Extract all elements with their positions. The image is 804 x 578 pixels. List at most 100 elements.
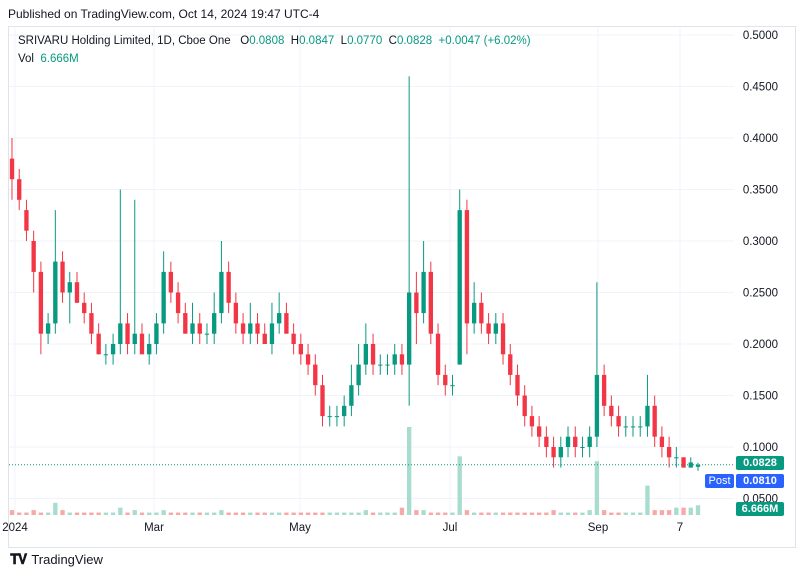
candle-body — [291, 333, 296, 344]
x-tick-label: Sep — [588, 522, 608, 534]
volume-bar — [515, 512, 520, 515]
volume-bars — [9, 427, 701, 515]
volume-bar — [175, 512, 181, 515]
ohlc-legend: SRIVARU Holding Limited, 1D, Cboe One O0… — [18, 35, 531, 47]
candle-body — [493, 323, 498, 334]
x-tick-label: Jul — [443, 522, 458, 534]
volume-bar — [688, 507, 693, 515]
volume-bar — [161, 510, 166, 515]
candle-body — [305, 354, 311, 365]
candle-body — [659, 436, 665, 447]
volume-bar — [291, 512, 296, 515]
candle-body — [479, 302, 484, 324]
volume-bar — [212, 512, 217, 515]
candle-body — [378, 364, 383, 366]
volume-bar — [486, 512, 491, 515]
candle-body — [284, 313, 289, 334]
change-value: +0.0047 (+6.02%) — [438, 35, 531, 47]
volume-bar — [31, 510, 36, 515]
volume-bar — [197, 512, 202, 515]
candle-body — [147, 344, 152, 355]
y-tick-label: 0.2500 — [743, 288, 778, 300]
candle-body — [240, 323, 246, 334]
volume-legend: Vol 6.666M — [18, 53, 79, 65]
brand-name: TradingView — [31, 552, 103, 567]
candle-body — [522, 395, 527, 417]
candle-body — [363, 344, 368, 365]
volume-bar — [479, 512, 484, 515]
candle-body — [580, 447, 585, 448]
volume-bar — [500, 512, 506, 515]
volume-bar — [659, 510, 665, 515]
volume-bar — [471, 512, 477, 515]
candle-body — [38, 271, 44, 334]
x-tick-label: 7 — [677, 522, 683, 534]
vol-value: 6.666M — [40, 53, 79, 65]
open-label: O — [240, 35, 250, 47]
candle-body — [565, 436, 571, 447]
candle-body — [53, 261, 58, 324]
volume-bar — [298, 512, 304, 515]
vol-label: Vol — [18, 53, 34, 65]
candle-body — [212, 313, 217, 334]
candle-body — [551, 447, 556, 458]
candle-body — [674, 457, 679, 459]
candle-body — [623, 426, 628, 428]
candle-body — [183, 313, 188, 334]
volume-bar — [147, 512, 152, 515]
footer-brand[interactable]: 𝐓𝐕 TradingView — [10, 551, 103, 568]
volume-bar — [399, 507, 405, 515]
post-price-badge: 0.0810 — [736, 474, 784, 488]
candle-body — [609, 405, 614, 417]
volume-bar — [132, 510, 137, 515]
volume-bar — [565, 512, 571, 515]
volume-bar — [457, 456, 462, 515]
candle-body — [638, 426, 643, 428]
volume-bar — [183, 512, 188, 515]
volume-bar — [508, 512, 513, 515]
candle-body — [118, 323, 123, 344]
candle-body — [132, 333, 137, 344]
volume-bar — [378, 512, 383, 515]
candle-body — [666, 447, 672, 458]
candle-body — [9, 158, 15, 180]
volume-bar — [9, 510, 15, 515]
candle-body — [248, 323, 253, 334]
volume-badge: 6.666M — [736, 502, 784, 516]
open-value: 0.0808 — [249, 35, 285, 47]
candle-body — [110, 344, 116, 355]
volume-bar — [327, 512, 332, 515]
candle-body — [31, 241, 36, 272]
volume-bar — [226, 512, 231, 515]
volume-bar — [240, 512, 246, 515]
volume-bar — [74, 512, 80, 515]
volume-bar — [269, 512, 275, 515]
symbol-name[interactable]: SRIVARU Holding Limited, 1D, Cboe One — [18, 35, 231, 47]
candle-body — [74, 282, 80, 303]
volume-bar — [305, 512, 311, 515]
candle-body — [645, 405, 650, 427]
volume-bar — [450, 512, 455, 515]
volume-bar — [601, 510, 607, 515]
candle-body — [471, 302, 477, 324]
volume-bar — [204, 512, 210, 515]
chart-frame[interactable] — [8, 26, 796, 548]
volume-bar — [118, 507, 123, 515]
grid-lines — [9, 27, 734, 515]
candle-body — [464, 210, 470, 324]
close-value: 0.0828 — [396, 35, 433, 47]
volume-bar — [110, 512, 116, 515]
volume-bar — [60, 510, 65, 515]
volume-bar — [190, 512, 195, 515]
candle-body — [594, 374, 600, 437]
volume-bar — [428, 512, 433, 515]
candle-body — [277, 313, 282, 324]
volume-bar — [349, 512, 354, 515]
volume-bar — [363, 510, 368, 515]
volume-bar — [414, 510, 419, 515]
candle-body — [103, 354, 109, 356]
candle-body — [168, 271, 174, 293]
volume-bar — [666, 510, 672, 515]
y-tick-label: 0.1500 — [743, 391, 778, 403]
